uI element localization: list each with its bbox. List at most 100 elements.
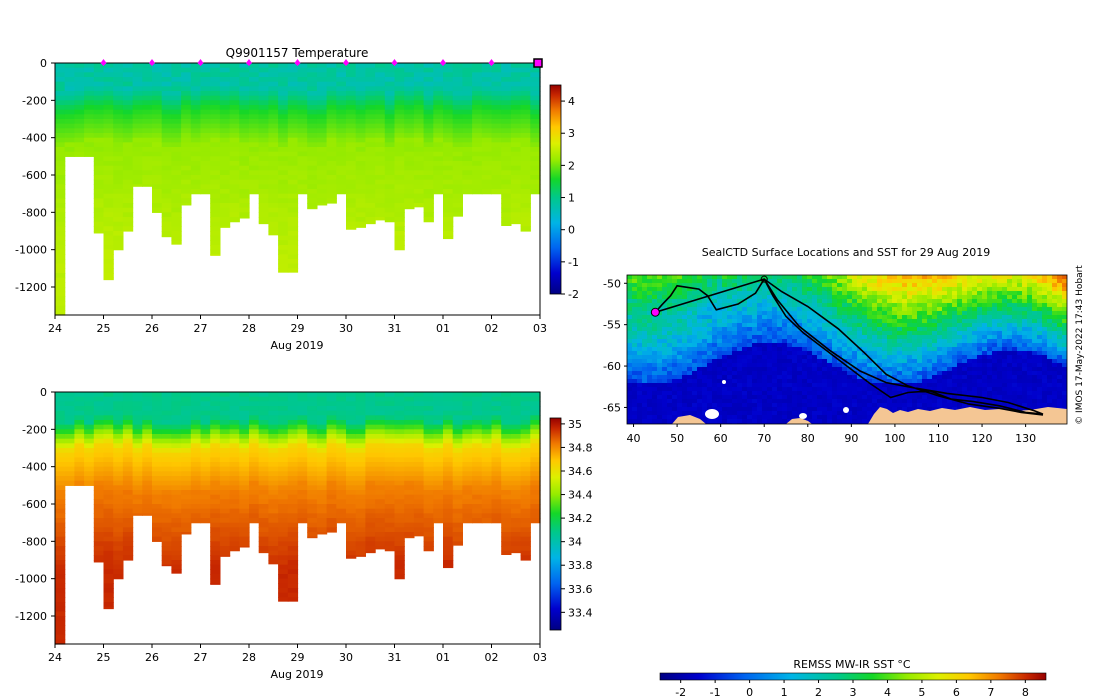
heatmap-cell bbox=[336, 499, 347, 505]
heatmap-cell bbox=[229, 109, 240, 115]
heatmap-cell bbox=[510, 63, 522, 69]
heatmap-cell bbox=[355, 175, 366, 181]
heatmap-cell bbox=[142, 485, 153, 491]
heatmap-cell bbox=[452, 151, 463, 157]
sst-cell bbox=[767, 319, 773, 324]
sst-cell bbox=[832, 287, 838, 292]
heatmap-cell bbox=[491, 448, 502, 454]
heatmap-cell bbox=[365, 536, 376, 542]
sst-cell bbox=[797, 335, 803, 340]
sst-cell bbox=[837, 323, 843, 328]
sst-cell bbox=[677, 275, 683, 280]
heatmap-cell bbox=[239, 527, 250, 533]
sst-cell bbox=[962, 335, 968, 340]
sst-cell bbox=[827, 275, 833, 280]
heatmap-cell bbox=[103, 392, 114, 398]
sst-cell bbox=[942, 291, 948, 296]
heatmap-cell bbox=[268, 212, 279, 218]
heatmap-cell bbox=[346, 221, 357, 227]
sst-cell bbox=[707, 319, 713, 324]
heatmap-cell bbox=[229, 63, 240, 69]
heatmap-cell bbox=[229, 536, 240, 542]
heatmap-cell bbox=[268, 63, 279, 69]
heatmap-cell bbox=[93, 119, 105, 125]
heatmap-cell bbox=[181, 119, 192, 125]
heatmap-cell bbox=[287, 415, 299, 421]
heatmap-cell bbox=[113, 536, 124, 542]
heatmap-cell bbox=[501, 179, 512, 185]
heatmap-cell bbox=[297, 151, 308, 157]
sst-cell bbox=[1027, 275, 1033, 280]
heatmap-cell bbox=[510, 198, 522, 204]
sst-cell bbox=[657, 275, 663, 280]
heatmap-cell bbox=[423, 546, 434, 552]
heatmap-cell bbox=[452, 179, 463, 185]
sst-cell bbox=[962, 319, 968, 324]
heatmap-cell bbox=[249, 434, 260, 440]
sst-cell bbox=[982, 283, 988, 288]
sst-cell bbox=[1032, 275, 1038, 280]
heatmap-cell bbox=[55, 522, 66, 528]
y-tick-label: -800 bbox=[22, 206, 47, 219]
heatmap-cell bbox=[171, 410, 182, 416]
sst-cell bbox=[642, 311, 648, 316]
sst-cell bbox=[957, 279, 963, 284]
heatmap-cell bbox=[64, 105, 75, 111]
heatmap-cell bbox=[171, 448, 182, 454]
heatmap-cell bbox=[249, 480, 260, 486]
sst-cell bbox=[697, 291, 703, 296]
heatmap-cell bbox=[287, 109, 299, 115]
heatmap-cell bbox=[258, 198, 269, 204]
sst-cell bbox=[1007, 279, 1013, 284]
heatmap-cell bbox=[423, 147, 434, 153]
heatmap-cell bbox=[472, 485, 483, 491]
heatmap-cell bbox=[74, 133, 85, 139]
heatmap-cell bbox=[365, 63, 376, 69]
heatmap-cell bbox=[355, 429, 366, 435]
heatmap-cell bbox=[181, 77, 192, 83]
heatmap-cell bbox=[336, 424, 347, 430]
sst-cell bbox=[822, 307, 828, 312]
sst-cell bbox=[987, 295, 993, 300]
heatmap-cell bbox=[433, 490, 444, 496]
heatmap-cell bbox=[55, 86, 66, 92]
heatmap-cell bbox=[113, 203, 124, 209]
sst-cell bbox=[832, 335, 838, 340]
heatmap-cell bbox=[530, 161, 541, 167]
heatmap-cell bbox=[452, 114, 463, 120]
heatmap-cell bbox=[375, 133, 386, 139]
heatmap-cell bbox=[491, 86, 502, 92]
sst-cell bbox=[842, 331, 848, 336]
sst-cell bbox=[682, 275, 688, 280]
sst-cell bbox=[962, 299, 968, 304]
heatmap-cell bbox=[268, 494, 279, 500]
sst-cell bbox=[902, 291, 908, 296]
heatmap-cell bbox=[520, 114, 531, 120]
sst-cell bbox=[802, 307, 808, 312]
heatmap-cell bbox=[103, 259, 114, 265]
sst-cell bbox=[672, 315, 678, 320]
heatmap-cell bbox=[200, 147, 211, 153]
heatmap-cell bbox=[384, 137, 396, 143]
heatmap-cell bbox=[74, 406, 85, 412]
sst-cell bbox=[802, 335, 808, 340]
heatmap-cell bbox=[152, 401, 163, 407]
heatmap-cell bbox=[433, 128, 444, 134]
heatmap-cell bbox=[122, 476, 134, 482]
heatmap-cell bbox=[55, 392, 66, 398]
heatmap-cell bbox=[530, 67, 541, 73]
heatmap-cell bbox=[375, 518, 386, 524]
heatmap-cell bbox=[452, 142, 463, 148]
sst-cell bbox=[742, 327, 748, 332]
heatmap-cell bbox=[132, 67, 143, 73]
heatmap-cell bbox=[142, 424, 153, 430]
heatmap-cell bbox=[501, 67, 512, 73]
sst-cell bbox=[987, 315, 993, 320]
heatmap-cell bbox=[152, 434, 163, 440]
sst-cell bbox=[742, 303, 748, 308]
heatmap-cell bbox=[190, 452, 202, 458]
heatmap-cell bbox=[491, 114, 502, 120]
sst-cell bbox=[632, 283, 638, 288]
heatmap-cell bbox=[491, 170, 502, 176]
heatmap-cell bbox=[278, 490, 289, 496]
